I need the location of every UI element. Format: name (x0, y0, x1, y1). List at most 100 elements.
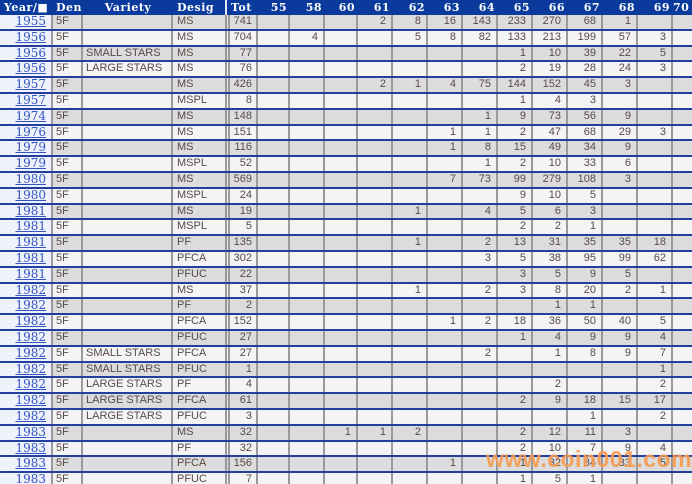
cell-variety (83, 283, 173, 298)
year-link[interactable]: 1956 (15, 46, 46, 60)
column-header-g58: 58 (305, 1, 322, 14)
year-link[interactable]: 1983 (15, 441, 46, 455)
year-link[interactable]: 1956 (15, 30, 46, 44)
cell-g62 (393, 457, 428, 472)
cell-g64 (463, 378, 498, 393)
year-link[interactable]: 1982 (15, 330, 46, 344)
cell-g63: 1 (428, 125, 463, 140)
year-link[interactable]: 1979 (15, 141, 46, 155)
year-link[interactable]: 1983 (15, 425, 46, 439)
cell-den: 5F (53, 188, 83, 203)
cell-g67: 3 (568, 93, 603, 108)
cell-g68: 57 (603, 30, 638, 45)
year-link[interactable]: 1974 (15, 109, 46, 123)
cell-desig: MS (173, 62, 225, 77)
cell-desig: PFUC (173, 473, 225, 484)
cell-variety (83, 299, 173, 314)
year-link[interactable]: 1982 (15, 394, 46, 408)
cell-g55 (258, 62, 290, 77)
cell-g62 (393, 251, 428, 266)
cell-desig: PFCA (173, 346, 225, 361)
year-link[interactable]: 1983 (15, 473, 46, 484)
cell-g65: 9 (498, 188, 533, 203)
year-link[interactable]: 1981 (15, 220, 46, 234)
cell-g55 (258, 330, 290, 345)
cell-g55 (258, 204, 290, 219)
year-link[interactable]: 1983 (15, 457, 46, 471)
cell-year: 1983 (0, 425, 53, 440)
year-link[interactable]: 1981 (15, 251, 46, 265)
cell-g61 (358, 46, 393, 61)
cell-g65: 1 (498, 473, 533, 484)
cell-g62 (393, 378, 428, 393)
cell-g70 (673, 188, 692, 203)
cell-g68: 9 (603, 346, 638, 361)
cell-g68: 35 (603, 236, 638, 250)
year-link[interactable]: 1980 (15, 172, 46, 186)
year-link[interactable]: 1982 (15, 283, 46, 297)
cell-g63 (428, 473, 463, 484)
cell-g66: 9 (533, 394, 568, 408)
cell-g68: 5 (603, 267, 638, 282)
year-link[interactable]: 1982 (15, 409, 46, 423)
cell-g62 (393, 125, 428, 140)
cell-g66: 8 (533, 283, 568, 298)
year-link[interactable]: 1976 (15, 125, 46, 139)
cell-year: 1981 (0, 204, 53, 219)
cell-g64 (463, 409, 498, 424)
year-link[interactable]: 1955 (15, 15, 46, 28)
cell-g63: 1 (428, 315, 463, 329)
cell-g68: 9 (603, 330, 638, 345)
cell-den: 5F (53, 457, 83, 472)
cell-year: 1983 (0, 473, 53, 484)
cell-g65 (498, 346, 533, 361)
cell-g64 (463, 220, 498, 235)
cell-g66: 10 (533, 157, 568, 171)
cell-year: 1982 (0, 346, 53, 361)
table-body: 1955 5F MS 741 2 8 16 143 233 270 68 1 1956 5F MS 704 4 5… (0, 15, 692, 484)
table-row: 1983 5F PF 32 2 10 7 9 4 (0, 441, 692, 458)
cell-g68: 29 (603, 125, 638, 140)
year-link[interactable]: 1957 (15, 93, 46, 107)
year-link[interactable]: 1982 (15, 346, 46, 360)
year-link[interactable]: 1982 (15, 362, 46, 376)
year-link[interactable]: 1982 (15, 299, 46, 313)
year-link[interactable]: 1981 (15, 204, 46, 218)
cell-g60 (325, 457, 358, 472)
year-link[interactable]: 1981 (15, 236, 46, 250)
cell-variety (83, 425, 173, 440)
cell-year: 1982 (0, 330, 53, 345)
cell-g65: 1 (498, 457, 533, 472)
cell-year: 1982 (0, 283, 53, 298)
cell-g60 (325, 93, 358, 108)
cell-g65: 2 (498, 425, 533, 440)
year-link[interactable]: 1980 (15, 188, 46, 202)
cell-g63: 7 (428, 172, 463, 187)
year-link[interactable]: 1956 (15, 62, 46, 76)
cell-g63 (428, 362, 463, 377)
cell-g66: 4 (533, 330, 568, 345)
cell-g64 (463, 62, 498, 77)
cell-g60 (325, 172, 358, 187)
cell-g64: 143 (463, 15, 498, 29)
year-link[interactable]: 1982 (15, 378, 46, 392)
cell-g67: 35 (568, 236, 603, 250)
cell-g63 (428, 267, 463, 282)
year-link[interactable]: 1979 (15, 157, 46, 171)
cell-g68 (603, 299, 638, 314)
cell-g64: 2 (463, 315, 498, 329)
cell-g55 (258, 188, 290, 203)
cell-g68: 3 (603, 172, 638, 187)
cell-g60 (325, 62, 358, 77)
cell-tot: 19 (225, 204, 258, 219)
cell-g67: 45 (568, 78, 603, 92)
cell-g70 (673, 441, 692, 456)
cell-g66: 213 (533, 30, 568, 45)
cell-tot: 77 (225, 46, 258, 61)
year-link[interactable]: 1981 (15, 267, 46, 281)
cell-g68: 3 (603, 425, 638, 440)
year-link[interactable]: 1957 (15, 78, 46, 92)
cell-g55 (258, 93, 290, 108)
year-link[interactable]: 1982 (15, 315, 46, 329)
